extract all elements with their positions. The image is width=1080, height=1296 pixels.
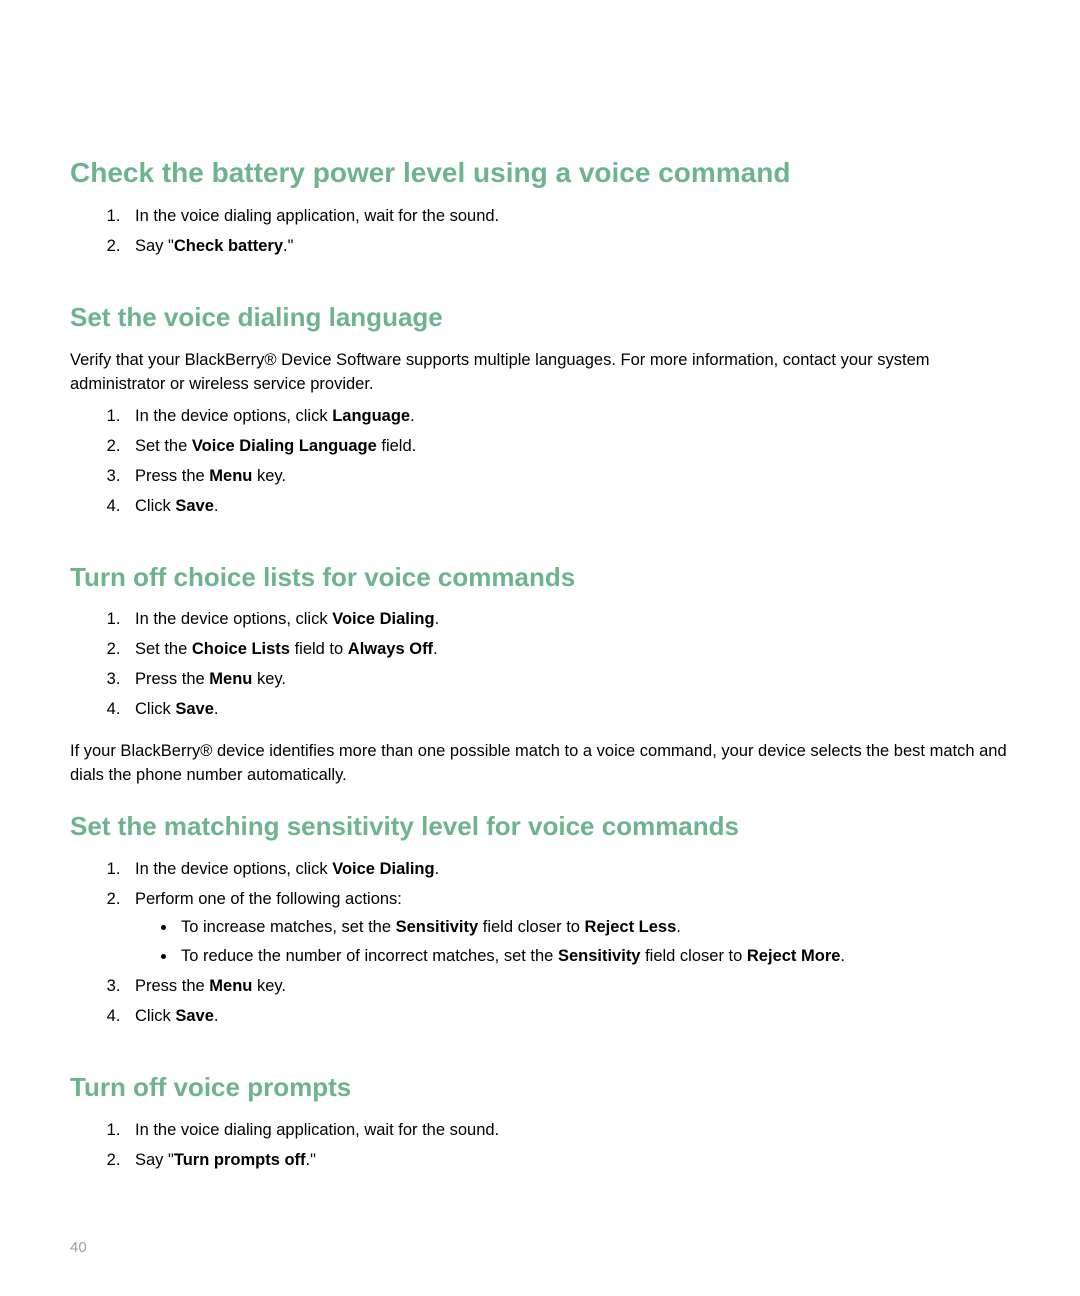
page-number: 40 <box>70 1239 87 1256</box>
step-item: Perform one of the following actions: To… <box>125 888 1010 970</box>
sub-bullets: To increase matches, set the Sensitivity… <box>135 916 1010 970</box>
intro-set-language: Verify that your BlackBerry® Device Soft… <box>70 349 1010 397</box>
step-item: In the voice dialing application, wait f… <box>125 205 1010 229</box>
step-item: Set the Voice Dialing Language field. <box>125 435 1010 459</box>
step-item: Say "Turn prompts off." <box>125 1149 1010 1173</box>
heading-check-battery: Check the battery power level using a vo… <box>70 155 1010 191</box>
bullet-item: To reduce the number of incorrect matche… <box>177 945 1010 969</box>
heading-sensitivity: Set the matching sensitivity level for v… <box>70 810 1010 844</box>
step-item: In the device options, click Voice Diali… <box>125 608 1010 632</box>
step-item: Press the Menu key. <box>125 465 1010 489</box>
step-item: In the voice dialing application, wait f… <box>125 1119 1010 1143</box>
step-item: Say "Check battery." <box>125 235 1010 259</box>
step-item: In the device options, click Voice Diali… <box>125 858 1010 882</box>
step-item: Click Save. <box>125 495 1010 519</box>
steps-turn-off-prompts: In the voice dialing application, wait f… <box>70 1119 1010 1173</box>
step-item: Set the Choice Lists field to Always Off… <box>125 638 1010 662</box>
heading-turn-off-choice-lists: Turn off choice lists for voice commands <box>70 561 1010 595</box>
steps-turn-off-choice-lists: In the device options, click Voice Diali… <box>70 608 1010 722</box>
step-item: Click Save. <box>125 698 1010 722</box>
step-item: In the device options, click Language. <box>125 405 1010 429</box>
heading-set-language: Set the voice dialing language <box>70 301 1010 335</box>
step-item: Click Save. <box>125 1005 1010 1029</box>
manual-page: Check the battery power level using a vo… <box>0 0 1080 1296</box>
step-item: Press the Menu key. <box>125 975 1010 999</box>
bullet-item: To increase matches, set the Sensitivity… <box>177 916 1010 940</box>
steps-check-battery: In the voice dialing application, wait f… <box>70 205 1010 259</box>
heading-turn-off-prompts: Turn off voice prompts <box>70 1071 1010 1105</box>
steps-set-language: In the device options, click Language. S… <box>70 405 1010 519</box>
step-item: Press the Menu key. <box>125 668 1010 692</box>
steps-sensitivity: In the device options, click Voice Diali… <box>70 858 1010 1030</box>
outro-turn-off-choice-lists: If your BlackBerry® device identifies mo… <box>70 740 1010 788</box>
